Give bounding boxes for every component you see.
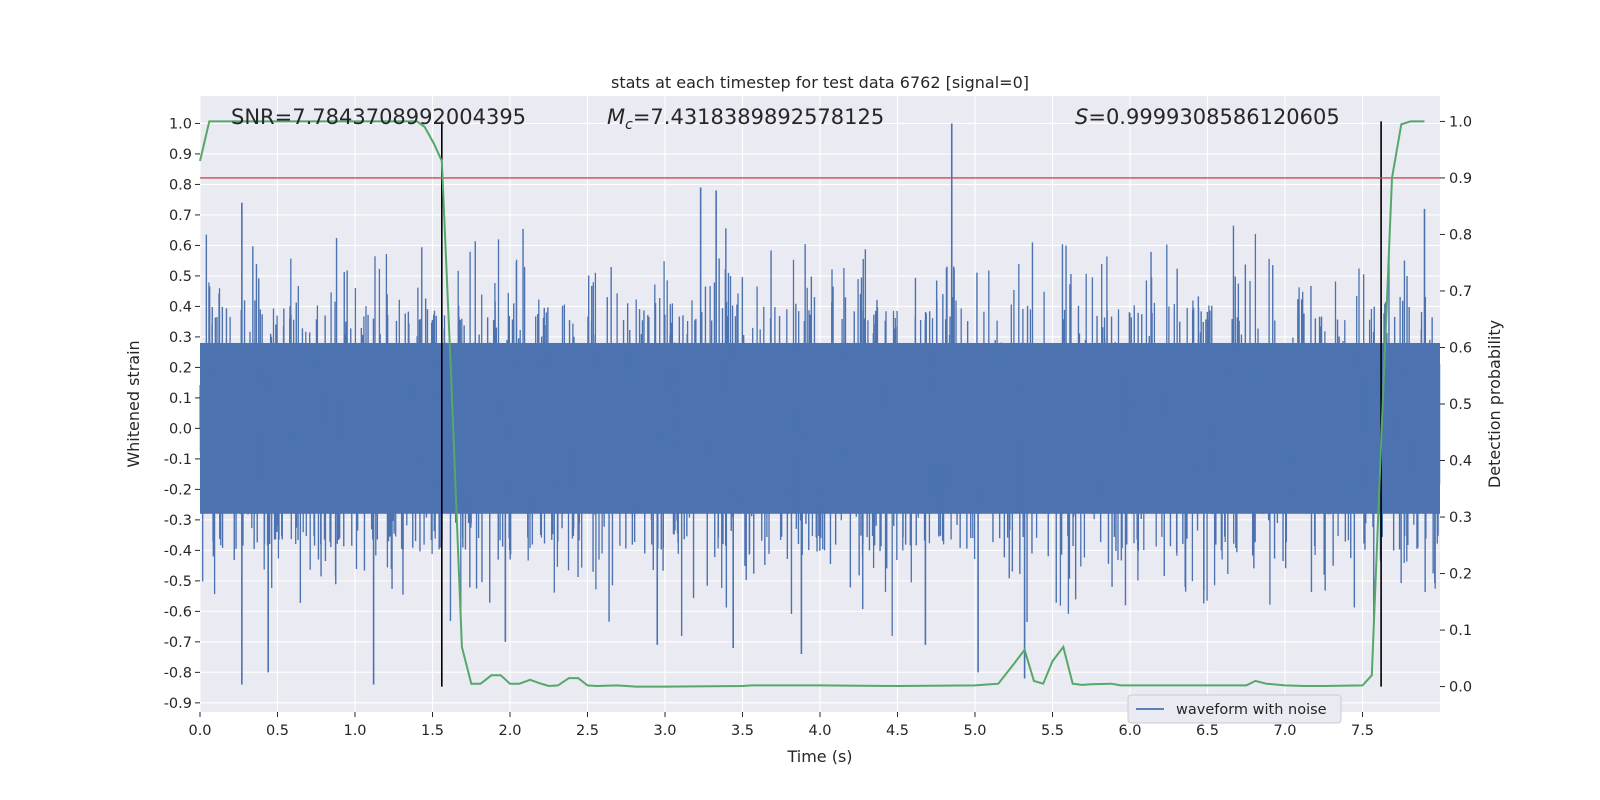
legend-label-waveform: waveform with noise xyxy=(1176,702,1327,718)
x-tick-label: 1.5 xyxy=(421,723,444,739)
y-tick-label: -0.5 xyxy=(164,574,192,590)
x-tick-label: 1.0 xyxy=(343,723,366,739)
y-tick-label: -0.7 xyxy=(164,635,192,651)
x-tick-label: 4.5 xyxy=(886,723,909,739)
y-axis-label: Whitened strain xyxy=(124,340,143,467)
x-tick-label: 0.0 xyxy=(188,723,211,739)
x-axis-ticks: 0.0 0.5 1.0 1.5 2.0 2.5 3.0 3.5 4.0 4.5 5.0 5.5 6.0 6… xyxy=(188,712,1374,739)
y-tick-label: -0.8 xyxy=(164,665,192,681)
x-tick-label: 2.5 xyxy=(576,723,599,739)
x-tick-label: 3.0 xyxy=(653,723,676,739)
y2-axis-label: Detection probability xyxy=(1485,320,1504,488)
y-tick-label: 0.8 xyxy=(169,177,192,193)
y-tick-label: 0.7 xyxy=(169,208,192,224)
x-tick-label: 2.0 xyxy=(498,723,521,739)
y-tick-label: 0.9 xyxy=(169,147,192,163)
y2-axis-ticks: 1.0 0.9 0.8 0.7 0.6 0.5 0.4 0.3 0.2 0.1 0.0 xyxy=(1440,114,1472,696)
x-tick-label: 7.0 xyxy=(1273,723,1296,739)
y-axis-ticks: 1.0 0.9 0.8 0.7 0.6 0.5 0.4 0.3 0.2 0.1 0.0 -0.1 -0.… xyxy=(164,116,200,712)
y2-tick-label: 0.7 xyxy=(1449,284,1472,300)
y-tick-label: -0.3 xyxy=(164,513,192,529)
y2-tick-label: 0.3 xyxy=(1449,510,1472,526)
y-tick-label: 0.0 xyxy=(169,421,192,437)
probability-series xyxy=(199,120,1425,688)
y-tick-label: 0.4 xyxy=(169,299,192,315)
y-tick-label: -0.1 xyxy=(164,452,192,468)
x-tick-label: 0.5 xyxy=(266,723,289,739)
y2-tick-label: 1.0 xyxy=(1449,114,1472,130)
x-tick-label: 4.0 xyxy=(808,723,831,739)
y2-tick-label: 0.9 xyxy=(1449,171,1472,187)
x-tick-label: 5.0 xyxy=(963,723,986,739)
y-tick-label: -0.2 xyxy=(164,482,192,498)
y-tick-label: 1.0 xyxy=(169,116,192,132)
y2-tick-label: 0.6 xyxy=(1449,340,1472,356)
y-tick-label: 0.6 xyxy=(169,238,192,254)
y2-tick-label: 0.2 xyxy=(1449,567,1472,583)
chart-title: stats at each timestep for test data 676… xyxy=(611,73,1029,92)
y2-tick-label: 0.5 xyxy=(1449,397,1472,413)
y2-tick-label: 0.0 xyxy=(1449,680,1472,696)
x-axis-label: Time (s) xyxy=(786,747,852,766)
legend-box xyxy=(1127,694,1342,724)
chirp-mass-symbol: M xyxy=(607,105,625,129)
score-symbol: S xyxy=(1075,105,1088,129)
chirp-mass-subscript: c xyxy=(625,117,633,133)
waveform-line xyxy=(199,225,1441,637)
chirp-mass-annotation: Mc=7.4318389892578125 xyxy=(607,105,884,133)
y-tick-label: -0.6 xyxy=(164,604,192,620)
score-annotation: S=0.9999308586120605 xyxy=(1075,105,1340,129)
x-tick-label: 6.5 xyxy=(1196,723,1219,739)
vertical-markers xyxy=(440,121,1382,687)
legend: waveform with noise xyxy=(1127,694,1342,724)
probability-line xyxy=(199,120,1425,688)
x-tick-label: 5.5 xyxy=(1041,723,1064,739)
y-tick-label: 0.3 xyxy=(169,330,192,346)
chirp-mass-value: =7.4318389892578125 xyxy=(633,105,884,129)
snr-annotation: SNR=7.7843708992004395 xyxy=(231,105,526,129)
waveform-series xyxy=(199,123,1441,685)
y2-tick-label: 0.8 xyxy=(1449,227,1472,243)
y2-tick-label: 0.1 xyxy=(1449,623,1472,639)
x-tick-label: 6.0 xyxy=(1118,723,1141,739)
x-tick-label: 7.5 xyxy=(1351,723,1374,739)
y-tick-label: -0.4 xyxy=(164,543,192,559)
y2-tick-label: 0.4 xyxy=(1449,454,1472,470)
x-tick-label: 3.5 xyxy=(731,723,754,739)
y-tick-label: 0.5 xyxy=(169,269,192,285)
score-value: =0.9999308586120605 xyxy=(1088,105,1339,129)
y-tick-label: 0.2 xyxy=(169,360,192,376)
y-tick-label: 0.1 xyxy=(169,391,192,407)
y-tick-label: -0.9 xyxy=(164,696,192,712)
